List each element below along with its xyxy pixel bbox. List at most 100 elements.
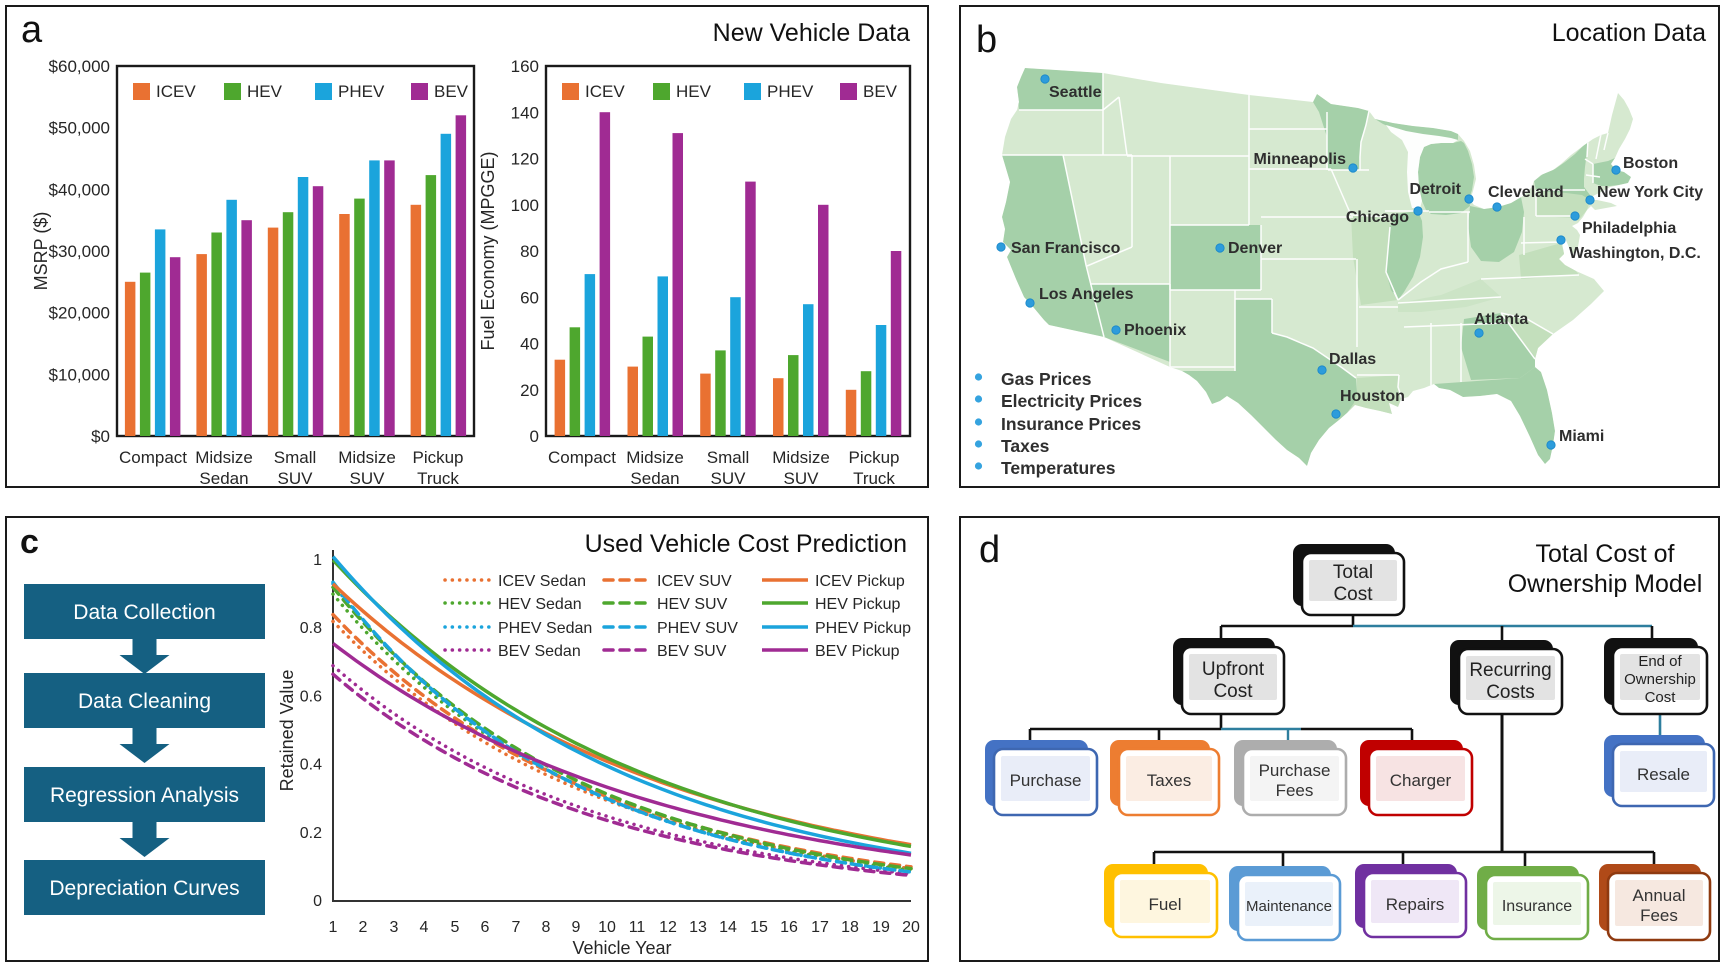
svg-text:6: 6 [481, 919, 490, 936]
svg-text:PHEV SUV: PHEV SUV [657, 620, 738, 637]
svg-text:Data Collection: Data Collection [73, 601, 215, 624]
svg-text:Sedan: Sedan [630, 469, 679, 486]
svg-text:Small: Small [707, 448, 750, 467]
svg-text:1: 1 [329, 919, 338, 936]
svg-text:Location Data: Location Data [1552, 19, 1706, 47]
svg-text:Cleveland: Cleveland [1488, 184, 1564, 201]
svg-text:PHEV Pickup: PHEV Pickup [815, 620, 911, 637]
svg-text:80: 80 [520, 242, 539, 261]
svg-text:Data Cleaning: Data Cleaning [78, 690, 211, 713]
svg-text:HEV Sedan: HEV Sedan [498, 596, 582, 613]
svg-text:16: 16 [780, 919, 798, 936]
svg-text:Midsize: Midsize [772, 448, 830, 467]
svg-text:d: d [979, 529, 1000, 571]
svg-text:New Vehicle Data: New Vehicle Data [713, 19, 910, 47]
svg-text:15: 15 [750, 919, 768, 936]
svg-text:Total: Total [1333, 562, 1373, 583]
svg-text:140: 140 [511, 103, 539, 122]
svg-text:New York City: New York City [1597, 184, 1703, 201]
svg-text:HEV SUV: HEV SUV [657, 596, 728, 613]
svg-text:0: 0 [313, 893, 322, 910]
svg-text:SUV: SUV [784, 469, 820, 486]
svg-text:9: 9 [572, 919, 581, 936]
svg-text:a: a [21, 9, 43, 51]
svg-text:PHEV: PHEV [338, 82, 385, 101]
svg-text:17: 17 [811, 919, 829, 936]
svg-text:Depreciation Curves: Depreciation Curves [49, 877, 239, 900]
svg-text:11: 11 [629, 919, 646, 936]
svg-text:20: 20 [902, 919, 920, 936]
svg-text:BEV SUV: BEV SUV [657, 643, 727, 660]
svg-text:Resale: Resale [1637, 765, 1690, 784]
svg-text:Electricity Prices: Electricity Prices [1001, 391, 1142, 411]
svg-text:0: 0 [530, 427, 539, 446]
svg-text:Compact: Compact [119, 448, 187, 467]
svg-text:Phoenix: Phoenix [1124, 322, 1186, 339]
svg-text:Compact: Compact [548, 448, 616, 467]
svg-text:Insurance Prices: Insurance Prices [1001, 414, 1141, 434]
svg-text:Midsize: Midsize [195, 448, 253, 467]
svg-text:BEV: BEV [863, 82, 898, 101]
svg-text:Pickup: Pickup [412, 448, 463, 467]
svg-text:Fuel: Fuel [1148, 895, 1181, 914]
svg-text:Temperatures: Temperatures [1001, 458, 1116, 478]
svg-text:c: c [20, 523, 39, 561]
svg-text:$30,000: $30,000 [49, 242, 110, 261]
svg-text:Vehicle Year: Vehicle Year [572, 938, 671, 958]
svg-text:18: 18 [841, 919, 859, 936]
svg-text:10: 10 [598, 919, 616, 936]
svg-text:Purchase: Purchase [1010, 771, 1082, 790]
svg-text:HEV Pickup: HEV Pickup [815, 596, 900, 613]
svg-text:$40,000: $40,000 [49, 180, 110, 199]
svg-text:160: 160 [511, 57, 539, 76]
svg-text:Midsize: Midsize [626, 448, 684, 467]
svg-text:Fees: Fees [1640, 906, 1678, 925]
svg-text:ICEV Pickup: ICEV Pickup [815, 573, 905, 590]
svg-text:End of: End of [1638, 653, 1682, 670]
svg-text:120: 120 [511, 150, 539, 169]
svg-text:Miami: Miami [1559, 428, 1604, 445]
svg-text:SUV: SUV [350, 469, 386, 486]
svg-text:Denver: Denver [1228, 240, 1282, 257]
svg-text:ICEV: ICEV [156, 82, 196, 101]
svg-text:Small: Small [274, 448, 317, 467]
svg-text:Chicago: Chicago [1346, 209, 1409, 226]
svg-text:0.8: 0.8 [300, 620, 322, 637]
svg-text:Truck: Truck [417, 469, 459, 486]
svg-text:Annual: Annual [1633, 886, 1686, 905]
svg-text:Repairs: Repairs [1386, 895, 1445, 914]
svg-text:BEV Sedan: BEV Sedan [498, 643, 581, 660]
svg-text:Ownership: Ownership [1624, 671, 1696, 688]
svg-text:Retained Value: Retained Value [277, 670, 297, 792]
svg-text:Los Angeles: Los Angeles [1039, 286, 1134, 303]
svg-text:0.4: 0.4 [300, 757, 322, 774]
svg-text:ICEV: ICEV [585, 82, 625, 101]
svg-text:Maintenance: Maintenance [1246, 898, 1332, 915]
svg-text:Upfront: Upfront [1202, 659, 1265, 680]
svg-text:Taxes: Taxes [1147, 771, 1191, 790]
svg-text:Purchase: Purchase [1259, 761, 1331, 780]
svg-text:Used Vehicle Cost Prediction: Used Vehicle Cost Prediction [585, 530, 907, 558]
svg-text:BEV: BEV [434, 82, 469, 101]
svg-text:SUV: SUV [711, 469, 747, 486]
svg-text:HEV: HEV [247, 82, 283, 101]
svg-text:MSRP ($): MSRP ($) [31, 212, 51, 291]
svg-text:Fuel Economy (MPGGE): Fuel Economy (MPGGE) [478, 151, 498, 350]
svg-text:$50,000: $50,000 [49, 119, 110, 138]
svg-text:Ownership Model: Ownership Model [1508, 570, 1703, 598]
svg-text:Cost: Cost [1333, 584, 1373, 605]
svg-text:Atlanta: Atlanta [1474, 311, 1528, 328]
svg-text:1: 1 [313, 552, 322, 569]
svg-text:Recurring: Recurring [1469, 660, 1551, 681]
svg-text:0.6: 0.6 [300, 688, 322, 705]
svg-text:7: 7 [512, 919, 521, 936]
svg-text:PHEV Sedan: PHEV Sedan [498, 620, 592, 637]
svg-text:ICEV SUV: ICEV SUV [657, 573, 732, 590]
svg-text:b: b [976, 19, 997, 61]
svg-text:Sedan: Sedan [199, 469, 248, 486]
svg-text:Philadelphia: Philadelphia [1582, 220, 1676, 237]
svg-text:San Francisco: San Francisco [1011, 240, 1121, 257]
svg-text:Minneapolis: Minneapolis [1254, 151, 1347, 168]
svg-text:12: 12 [659, 919, 677, 936]
svg-text:Washington, D.C.: Washington, D.C. [1569, 245, 1701, 262]
